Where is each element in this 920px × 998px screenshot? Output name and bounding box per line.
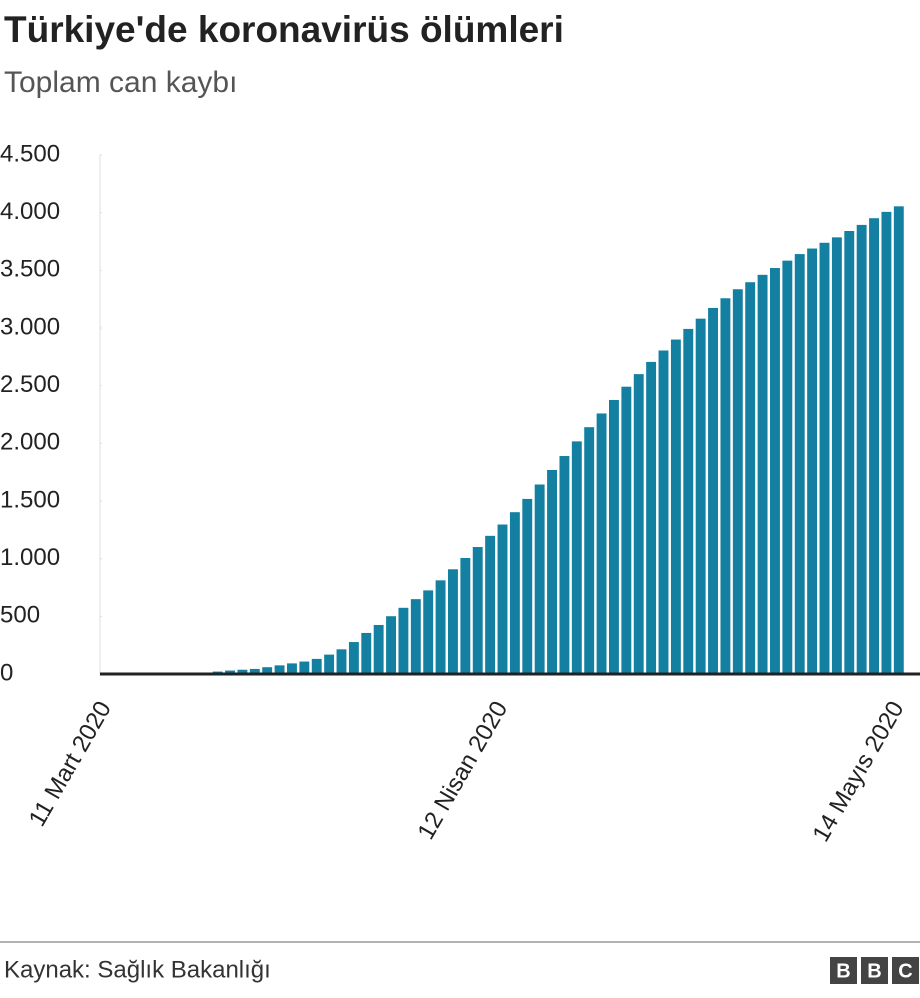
bar [658, 350, 669, 674]
logo-box [830, 957, 857, 984]
bar [881, 211, 892, 675]
bar [646, 361, 657, 674]
bar [782, 260, 793, 674]
y-tick-label: 2.000 [0, 429, 60, 456]
bar [361, 632, 372, 674]
bar [732, 289, 743, 674]
bar [683, 328, 694, 674]
bar [893, 206, 904, 674]
bar [770, 268, 780, 674]
bar [596, 413, 607, 674]
bar [819, 242, 830, 674]
bar [757, 274, 768, 674]
bar [373, 624, 384, 674]
y-tick-label: 0 [0, 659, 13, 686]
bar [423, 590, 434, 674]
x-tick-label: 12 Nisan 2020 [412, 697, 513, 845]
bar [522, 498, 533, 674]
bar [856, 224, 867, 674]
bar [807, 248, 818, 674]
bar [485, 535, 496, 674]
bar [460, 557, 471, 674]
chart-title: Türkiye'de koronavirüs ölümleri [4, 9, 564, 50]
bar [509, 512, 520, 674]
bar [559, 456, 570, 674]
bar [708, 307, 718, 674]
y-tick-label: 4.500 [0, 140, 60, 167]
y-tick-label: 500 [0, 602, 40, 629]
bar [472, 547, 483, 674]
bar [311, 658, 322, 674]
bar [336, 649, 347, 674]
bar [398, 607, 409, 674]
bar [745, 282, 756, 674]
bar [225, 670, 235, 674]
x-tick-label: 14 Mayıs 2020 [807, 697, 909, 847]
bar [435, 580, 446, 674]
bar [633, 374, 644, 674]
bar [249, 668, 260, 674]
logo-letter: B [836, 960, 850, 982]
bar [547, 469, 557, 674]
x-tick-label: 11 Mart 2020 [24, 697, 117, 831]
y-tick-label: 3.000 [0, 313, 60, 340]
bar [237, 669, 248, 674]
bar [571, 441, 582, 674]
bar [844, 231, 855, 674]
bar [448, 569, 458, 674]
bar [720, 298, 731, 674]
logo-letter: B [867, 960, 881, 982]
bar [274, 665, 285, 674]
bar [621, 386, 632, 674]
bar [584, 427, 595, 674]
chart-subtitle: Toplam can kaybı [4, 66, 237, 99]
bar [410, 599, 421, 674]
bar [262, 667, 273, 674]
bar [324, 654, 335, 674]
y-tick-label: 2.500 [0, 371, 60, 398]
bar [831, 237, 842, 674]
logo-box [892, 957, 919, 984]
bar [386, 616, 396, 674]
bar [869, 218, 879, 674]
bar [609, 399, 619, 674]
bar [670, 339, 681, 674]
bar [534, 484, 545, 674]
source: Kaynak: Sağlık Bakanlığı [4, 956, 271, 983]
bar [695, 318, 706, 674]
bar [794, 254, 805, 674]
bar [348, 642, 359, 674]
y-tick-label: 1.500 [0, 486, 60, 513]
y-tick-label: 1.000 [0, 544, 60, 571]
logo-letter: C [898, 960, 912, 982]
y-tick-label: 3.500 [0, 256, 60, 283]
bar [299, 661, 310, 674]
logo-box [861, 957, 888, 984]
bar [497, 524, 508, 674]
bar [287, 663, 297, 674]
y-tick-label: 4.000 [0, 198, 60, 225]
